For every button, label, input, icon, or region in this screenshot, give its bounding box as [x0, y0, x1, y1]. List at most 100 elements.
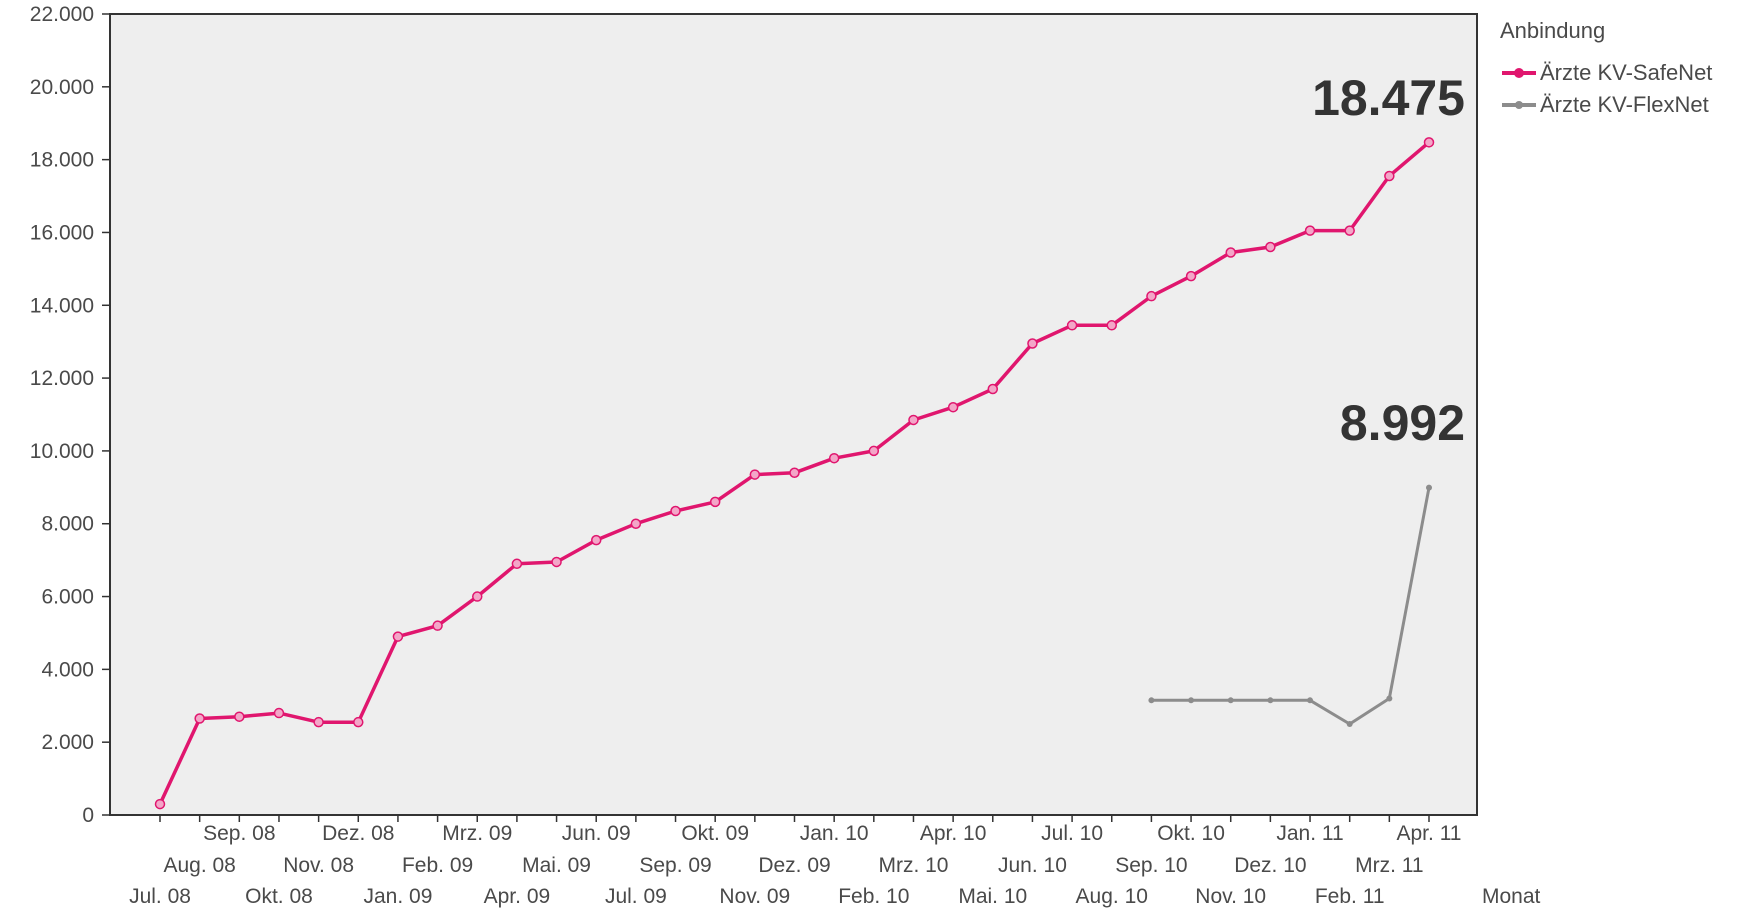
- plot-area: [109, 13, 1478, 816]
- data-point-safenet: [749, 469, 761, 480]
- y-tick-label: 12.000: [30, 367, 94, 390]
- x-tick-label: Jul. 09: [605, 885, 667, 908]
- data-point-safenet: [1423, 137, 1435, 148]
- x-tick-label: Aug. 10: [1076, 885, 1148, 908]
- data-point-safenet: [670, 505, 681, 517]
- x-tick-label: Dez. 09: [758, 854, 830, 877]
- x-tick-label: Jan. 11: [1276, 822, 1343, 845]
- data-point-flexnet: [1188, 697, 1195, 704]
- legend-title: Anbindung: [1500, 18, 1605, 43]
- x-tick-label: Okt. 10: [1157, 822, 1225, 845]
- x-tick-label: Okt. 08: [245, 885, 313, 908]
- data-point-safenet: [472, 591, 483, 602]
- x-tick-label: Okt. 09: [681, 822, 749, 845]
- x-tick-label: Feb. 09: [402, 854, 473, 877]
- data-point-safenet: [868, 445, 880, 457]
- data-point-safenet: [1304, 225, 1316, 236]
- legend-label-safenet: Ärzte KV-SafeNet: [1540, 60, 1712, 85]
- y-tick-label: 22.000: [30, 3, 94, 26]
- data-point-safenet: [828, 452, 840, 464]
- y-tick-label: 8.000: [41, 513, 94, 536]
- x-tick-label: Apr. 11: [1397, 822, 1462, 845]
- x-tick-label: Mrz. 10: [878, 854, 948, 877]
- x-tick-label: Sep. 08: [203, 822, 275, 845]
- data-point-safenet: [432, 620, 443, 631]
- data-point-flexnet: [1426, 484, 1432, 491]
- x-axis-title: Monat: [1482, 885, 1541, 908]
- x-tick-label: Feb. 11: [1315, 885, 1385, 908]
- x-tick-label: Jun. 10: [998, 854, 1067, 877]
- x-tick-label: Jun. 09: [562, 822, 631, 845]
- series-layer: [154, 137, 1435, 810]
- data-point-safenet: [1185, 270, 1197, 282]
- data-point-safenet: [194, 713, 205, 724]
- x-tick-label: Dez. 10: [1234, 854, 1306, 877]
- x-tick-label: Sep. 10: [1115, 854, 1187, 877]
- y-tick-label: 18.000: [30, 149, 94, 172]
- x-tick-label: Jan. 10: [800, 822, 869, 845]
- data-point-safenet: [273, 707, 285, 719]
- y-tick-label: 6.000: [41, 586, 94, 609]
- y-tick-label: 0: [82, 804, 94, 827]
- callout-flexnet-last-value: 8.992: [1340, 395, 1465, 451]
- data-point-safenet: [1146, 290, 1157, 302]
- data-point-safenet: [908, 414, 919, 426]
- legend: Anbindung Ärzte KV-SafeNet Ärzte KV-Flex…: [1500, 18, 1712, 117]
- y-tick-label: 16.000: [30, 221, 94, 244]
- callout-safenet-last-value: 18.475: [1312, 70, 1465, 126]
- data-point-safenet: [1027, 338, 1038, 349]
- series-line-flexnet: [1151, 487, 1431, 726]
- data-point-safenet: [1066, 320, 1078, 331]
- y-axis: 0 2.000 4.000 6.000 8.000 10.000 12.000 14.000 1…: [30, 3, 110, 827]
- legend-label-flexnet: Ärzte KV-FlexNet: [1540, 92, 1709, 117]
- data-point-flexnet: [1346, 720, 1353, 727]
- data-point-safenet: [234, 711, 245, 722]
- x-axis: Jul. 08 Aug. 08 Sep. 08 Okt. 08 Nov. 08 Dez. …: [129, 815, 1462, 908]
- legend-item-safenet: Ärzte KV-SafeNet: [1502, 60, 1712, 85]
- data-point-safenet: [353, 716, 364, 728]
- x-tick-label: Mrz. 11: [1355, 854, 1423, 877]
- y-tick-label: 4.000: [41, 658, 94, 681]
- data-point-safenet: [511, 558, 523, 570]
- data-point-safenet: [947, 401, 959, 413]
- data-point-flexnet: [1227, 697, 1234, 704]
- x-tick-label: Mrz. 09: [442, 822, 512, 845]
- x-tick-label: Sep. 09: [639, 854, 711, 877]
- data-point-safenet: [1265, 241, 1276, 253]
- x-tick-label: Nov. 10: [1195, 885, 1266, 908]
- x-tick-label: Jul. 08: [129, 885, 191, 908]
- data-point-safenet: [630, 518, 642, 529]
- data-point-safenet: [313, 716, 324, 728]
- x-tick-label: Mai. 09: [522, 854, 591, 877]
- data-point-safenet: [551, 556, 562, 568]
- y-tick-label: 14.000: [30, 294, 94, 317]
- x-tick-label: Feb. 10: [838, 885, 909, 908]
- data-point-safenet: [590, 534, 602, 546]
- data-point-safenet: [392, 631, 404, 642]
- data-point-safenet: [154, 798, 166, 810]
- data-point-flexnet: [1307, 697, 1314, 704]
- data-point-safenet: [1106, 320, 1117, 331]
- x-tick-label: Nov. 08: [283, 854, 354, 877]
- data-point-flexnet: [1386, 695, 1393, 702]
- legend-item-flexnet: Ärzte KV-FlexNet: [1502, 92, 1709, 117]
- data-point-safenet: [1225, 247, 1236, 258]
- x-tick-label: Aug. 08: [163, 854, 235, 877]
- data-point-safenet: [1344, 225, 1355, 236]
- data-point-safenet: [1384, 170, 1395, 182]
- x-tick-label: Dez. 08: [322, 822, 394, 845]
- x-tick-label: Jul. 10: [1041, 822, 1103, 845]
- data-point-safenet: [709, 496, 721, 508]
- legend-marker-safenet: [1514, 68, 1524, 78]
- y-tick-label: 2.000: [41, 731, 94, 754]
- y-tick-label: 10.000: [30, 440, 94, 463]
- x-tick-label: Jan. 09: [363, 885, 432, 908]
- data-point-safenet: [789, 467, 800, 479]
- x-tick-label: Apr. 09: [484, 885, 551, 908]
- legend-marker-flexnet: [1515, 101, 1523, 109]
- data-point-flexnet: [1267, 697, 1274, 704]
- data-point-safenet: [987, 383, 999, 395]
- x-tick-label: Nov. 09: [719, 885, 790, 908]
- y-tick-label: 20.000: [30, 76, 94, 99]
